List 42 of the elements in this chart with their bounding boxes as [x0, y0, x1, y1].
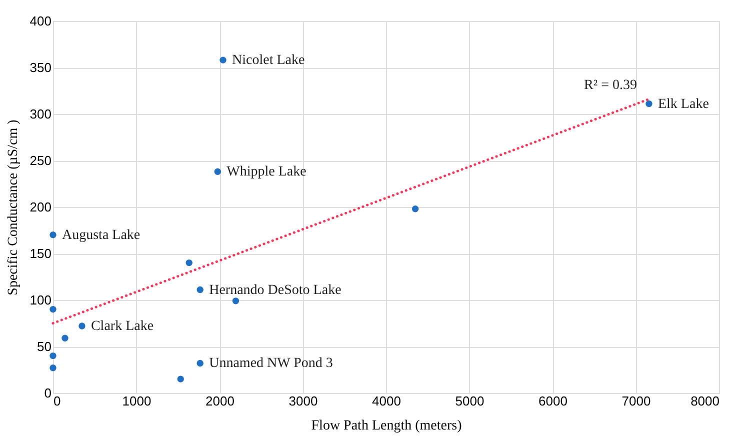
x-tick-label: 6000 — [538, 394, 568, 408]
point — [62, 334, 68, 342]
y-tick-label: 200 — [30, 200, 52, 214]
point — [196, 286, 204, 294]
x-tick-label: 2000 — [206, 394, 234, 408]
x-tick-label: 1000 — [122, 394, 152, 408]
point — [220, 56, 226, 64]
point — [214, 168, 222, 176]
y-axis-title: Specific Conductance (µS/cm ) — [6, 119, 21, 296]
x-tick-label: 7000 — [622, 394, 651, 408]
y-tick-label: 400 — [30, 14, 52, 28]
annotation: Clark Lake — [90, 319, 154, 334]
annotation: R² = 0.39 — [584, 78, 637, 94]
x-tick-label: 0 — [54, 394, 61, 408]
point — [186, 259, 192, 266]
x-tick-label: 8000 — [690, 394, 720, 408]
annotation: Whipple Lake — [226, 164, 306, 180]
point — [50, 352, 56, 360]
point — [232, 298, 240, 304]
point — [646, 100, 652, 108]
annotation: Nicolet Lake — [232, 53, 305, 68]
y-tick-label: 100 — [30, 292, 52, 308]
point — [78, 322, 86, 330]
point — [50, 306, 56, 313]
annotation: Augusta Lake — [62, 228, 140, 243]
y-tick-label: 250 — [30, 153, 52, 168]
point — [50, 232, 56, 238]
annotation: Hernando DeSoto Lake — [209, 282, 342, 298]
x-tick-label: 3000 — [288, 394, 318, 408]
point — [196, 360, 204, 367]
x-tick-label: 4000 — [372, 394, 401, 408]
x-axis-title: Flow Path Length (meters) — [311, 418, 462, 434]
y-tick-label: 300 — [30, 106, 52, 122]
y-tick-label: 50 — [37, 339, 52, 354]
point — [50, 364, 56, 372]
y-tick-label: 350 — [30, 60, 52, 75]
annotation: Unnamed NW Pond 3 — [209, 356, 333, 372]
x-tick-label: 5000 — [455, 394, 484, 408]
y-tick-label: 150 — [30, 246, 52, 261]
annotation: Elk Lake — [658, 96, 709, 112]
point — [412, 206, 419, 212]
point — [177, 376, 184, 382]
